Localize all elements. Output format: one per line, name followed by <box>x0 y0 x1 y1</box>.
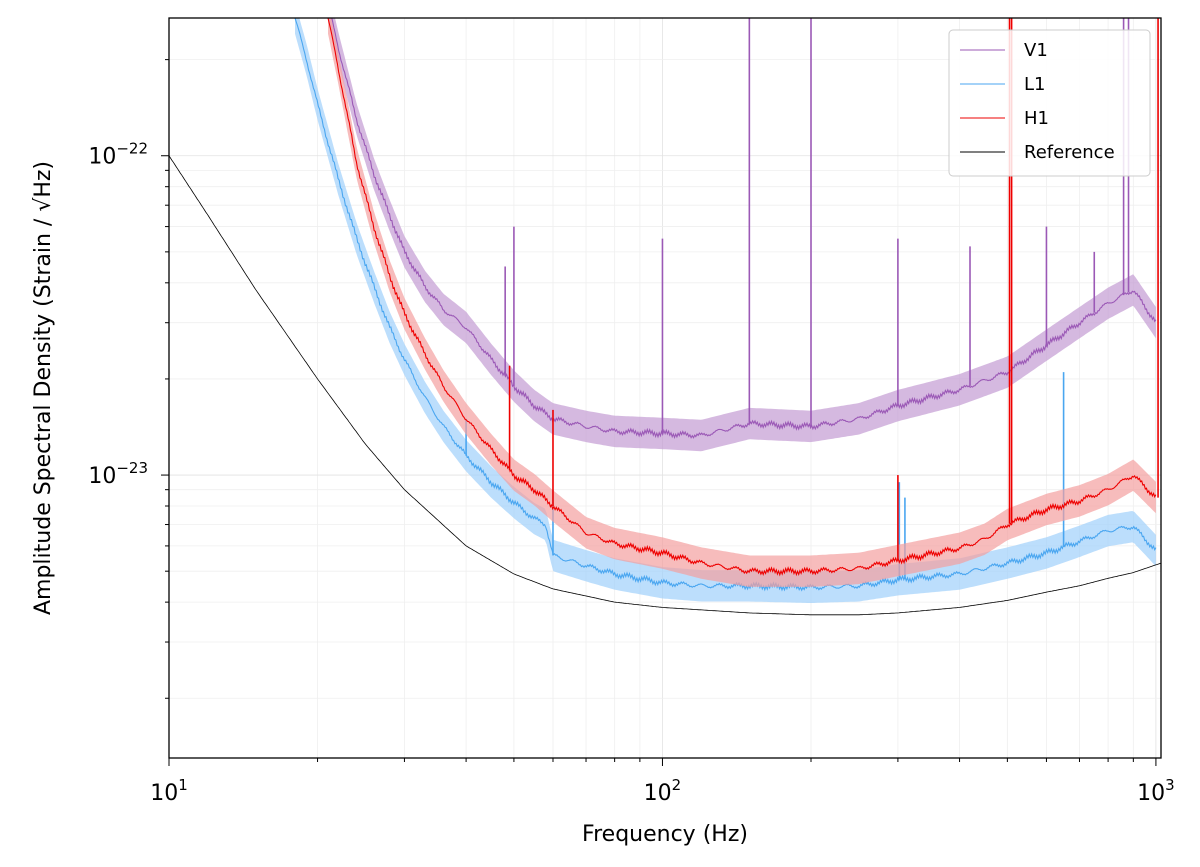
line-h1 <box>327 18 1157 577</box>
x-tick-label: 102 <box>644 776 682 806</box>
legend-frame <box>948 29 1151 177</box>
legend-label-l1: L1 <box>1024 74 1045 95</box>
x-axis-label: Frequency (Hz) <box>582 822 748 847</box>
line-v1 <box>331 18 1157 440</box>
y-tick-label: 10−23 <box>88 459 148 489</box>
line-reference <box>169 155 1161 616</box>
plot-frame <box>168 17 1162 759</box>
x-tick-label: 101 <box>150 776 188 806</box>
legend: V1 L1 H1 Reference <box>948 29 1151 177</box>
legend-label-v1: V1 <box>1024 40 1048 61</box>
line-l1 <box>294 18 1157 592</box>
y-axis-label: Amplitude Spectral Density (Strain / √Hz… <box>31 161 56 615</box>
ticks: 101 102 103 10−23 10−22 <box>88 59 1175 806</box>
y-tick-label: 10−22 <box>88 140 148 170</box>
legend-label-h1: H1 <box>1024 108 1049 129</box>
legend-label-reference: Reference <box>1024 142 1115 163</box>
x-tick-label: 103 <box>1137 776 1175 806</box>
